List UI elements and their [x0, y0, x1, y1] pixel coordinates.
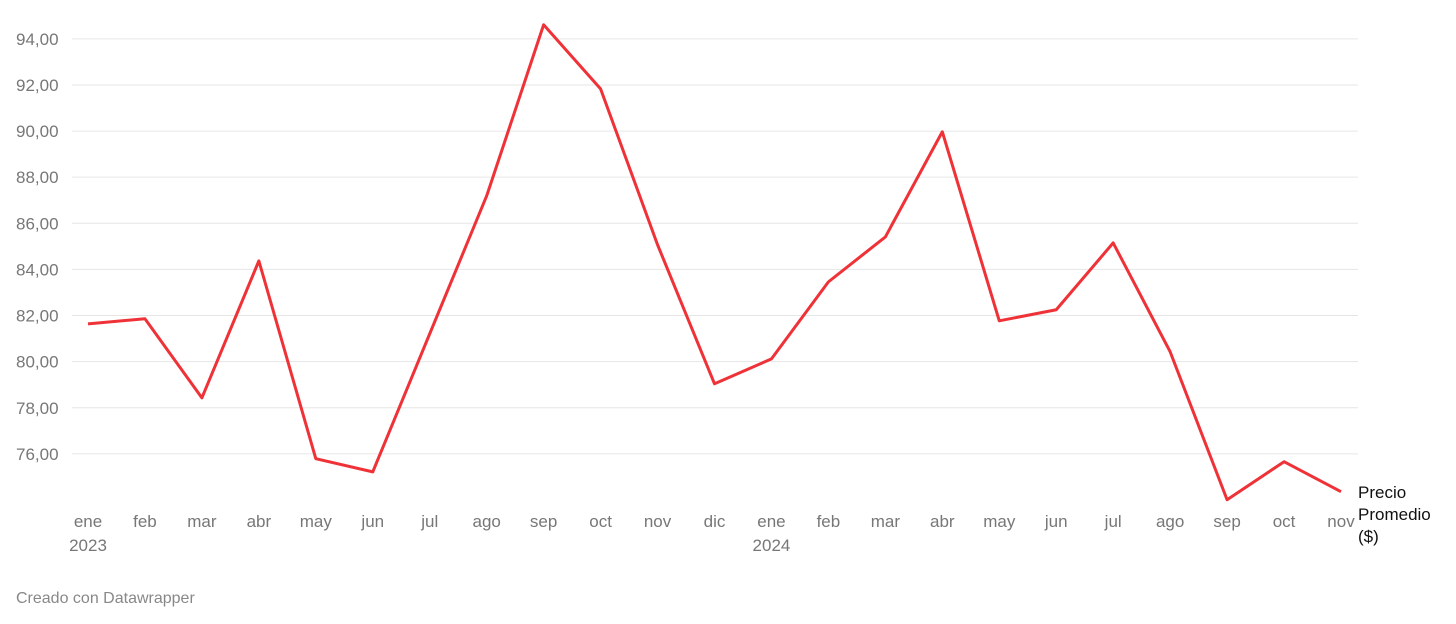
x-tick-label: jun: [1044, 512, 1068, 531]
x-tick-label: ago: [1156, 512, 1184, 531]
y-tick-label: 94,00: [16, 30, 59, 49]
x-tick-label: abr: [930, 512, 955, 531]
x-tick-label: feb: [817, 512, 841, 531]
y-tick-label: 86,00: [16, 214, 59, 233]
y-tick-label: 76,00: [16, 445, 59, 464]
x-tick-label: jun: [360, 512, 384, 531]
x-tick-label: jul: [1104, 512, 1122, 531]
y-tick-label: 80,00: [16, 353, 59, 372]
x-tick-label: jul: [420, 512, 438, 531]
x-tick-label: sep: [530, 512, 557, 531]
y-tick-label: 90,00: [16, 122, 59, 141]
y-tick-label: 88,00: [16, 168, 59, 187]
y-tick-label: 92,00: [16, 76, 59, 95]
x-tick-label: ago: [472, 512, 500, 531]
x-tick-label: sep: [1213, 512, 1240, 531]
y-tick-label: 78,00: [16, 399, 59, 418]
x-tick-label: mar: [187, 512, 217, 531]
x-tick-label: ene 2023: [69, 512, 107, 555]
x-tick-label: ene 2024: [753, 512, 791, 555]
x-tick-label: abr: [247, 512, 272, 531]
line: [87, 23, 1342, 502]
y-tick-label: 84,00: [16, 260, 59, 279]
x-tick-label: nov: [644, 512, 672, 531]
x-tick-label: may: [983, 512, 1016, 531]
x-tick-label: nov: [1327, 512, 1355, 531]
footer: Creado con Datawrapper: [16, 590, 195, 607]
series-label: Precio Promedio ($): [1358, 483, 1431, 546]
x-tick-label: may: [300, 512, 333, 531]
x-tick-label: dic: [704, 512, 726, 531]
x-tick-label: feb: [133, 512, 157, 531]
x-tick-label: oct: [1273, 512, 1296, 531]
x-tick-label: oct: [589, 512, 612, 531]
y-tick-label: 82,00: [16, 307, 59, 326]
x-tick-label: mar: [871, 512, 901, 531]
